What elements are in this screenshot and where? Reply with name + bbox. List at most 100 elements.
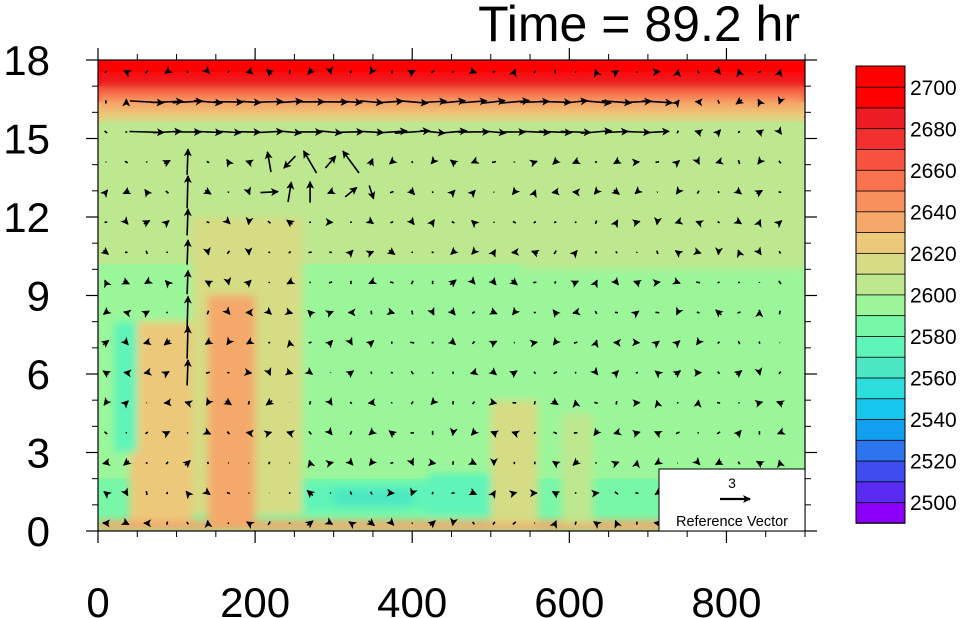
wind-vector (655, 160, 660, 164)
wind-vector (549, 520, 558, 530)
wind-vector (102, 458, 111, 466)
wind-vector (594, 220, 598, 225)
colorbar-swatch (855, 273, 906, 296)
wind-vector (161, 430, 171, 439)
wind-vector (268, 281, 271, 284)
wind-vector (349, 401, 353, 405)
wind-vector (519, 128, 552, 137)
wind-vector (570, 280, 580, 288)
wind-vector (286, 430, 295, 438)
colorbar-swatch (855, 356, 906, 379)
wind-vector (245, 159, 255, 168)
wind-vector (286, 276, 296, 285)
wind-vector (696, 311, 700, 314)
wind-vector (390, 371, 394, 374)
y-tick-label: 18 (3, 37, 50, 84)
wind-vector (325, 65, 333, 75)
wind-vector (470, 427, 480, 436)
wind-vector (572, 156, 581, 165)
wind-vector (204, 337, 214, 345)
wind-vector (615, 400, 618, 405)
wind-vector (468, 487, 478, 496)
wind-vector (553, 221, 557, 224)
colorbar-swatch (855, 231, 906, 254)
wind-vector (758, 341, 761, 344)
wind-vector (260, 188, 280, 197)
wind-vector (104, 130, 108, 134)
wind-vector (431, 251, 434, 254)
wind-vector (482, 97, 506, 106)
wind-vector (102, 306, 112, 315)
wind-vector (268, 461, 271, 465)
wind-vector (307, 459, 316, 469)
wind-vector (460, 97, 488, 106)
wind-vector (635, 70, 638, 73)
wind-vector (410, 400, 414, 405)
wind-vector (284, 307, 294, 316)
colorbar-swatch (855, 65, 906, 88)
colorbar-swatch (855, 148, 906, 171)
wind-vector (595, 461, 598, 465)
y-tick-label: 0 (27, 508, 50, 555)
wind-vector (184, 400, 194, 408)
wind-vector (368, 457, 378, 467)
wind-vector (674, 216, 684, 225)
wind-vector (122, 186, 132, 195)
wind-vector (183, 174, 192, 209)
wind-vector (165, 190, 169, 194)
wind-vector (593, 186, 603, 195)
wind-vector (151, 97, 184, 106)
wind-vector (193, 98, 223, 107)
wind-vector (121, 277, 130, 285)
wind-vector (144, 69, 149, 74)
x-tick-label: 600 (534, 579, 604, 618)
wind-vector (389, 190, 394, 194)
wind-vector (581, 98, 612, 107)
reference-vector-box: 3 Reference Vector (658, 468, 806, 532)
wind-vector (308, 341, 312, 344)
wind-vector (247, 400, 251, 405)
wind-vector (325, 460, 334, 468)
wind-vector (613, 427, 622, 436)
colorbar-swatch (855, 377, 906, 400)
wind-vector (632, 459, 640, 469)
wind-vector (376, 127, 408, 136)
wind-vector (594, 401, 598, 404)
colorbar-label: 2540 (910, 409, 957, 432)
wind-vector (163, 337, 173, 346)
wind-vector (470, 219, 480, 229)
wind-vector (349, 430, 353, 435)
wind-vector (390, 220, 394, 224)
wind-vector (205, 371, 211, 374)
wind-vector (634, 185, 644, 195)
wind-vector (757, 70, 762, 73)
wind-vector (222, 306, 231, 315)
wind-vector (324, 426, 333, 436)
wind-vector (145, 250, 148, 255)
wind-vectors (99, 65, 786, 530)
wind-vector (580, 127, 613, 136)
wind-vector (389, 281, 394, 284)
wind-vector (553, 371, 558, 375)
wind-vector (164, 279, 174, 289)
wind-vector (654, 457, 664, 465)
colorbar-label: 2500 (910, 492, 957, 515)
wind-vector (615, 250, 618, 254)
colorbar-label: 2640 (910, 201, 957, 224)
colorbar-swatch (855, 314, 906, 337)
wind-vector (492, 70, 496, 74)
wind-vector (367, 398, 377, 407)
wind-vector (103, 490, 112, 500)
wind-vector (226, 336, 235, 346)
wind-vector (652, 279, 661, 287)
wind-vector (552, 309, 561, 319)
wind-vector (468, 66, 478, 75)
wind-vector (716, 431, 721, 435)
wind-vector (368, 276, 378, 285)
y-tick-label: 9 (27, 273, 50, 320)
wind-vector (717, 99, 721, 104)
wind-vector (674, 250, 684, 259)
wind-vector (410, 280, 414, 285)
wind-vector (471, 340, 476, 345)
wind-vector (368, 427, 378, 436)
